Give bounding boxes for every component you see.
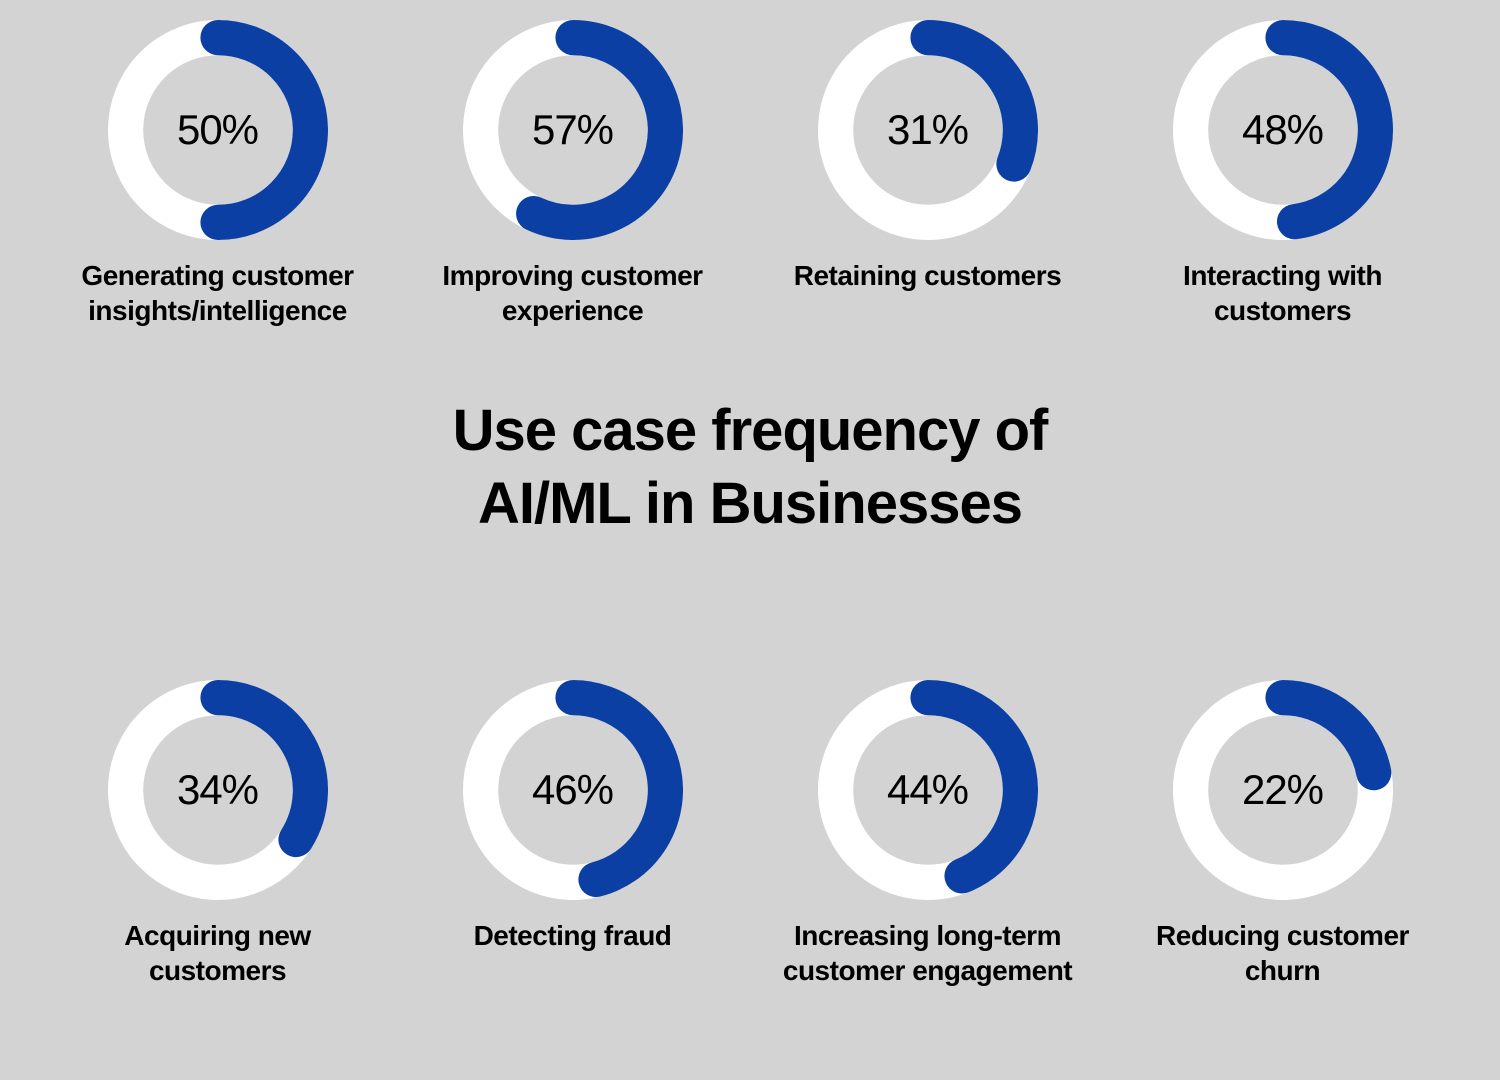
infographic-title: Use case frequency of AI/ML in Businesse…: [0, 395, 1500, 540]
donut-chart: 31%: [818, 20, 1038, 240]
donut-value: 22%: [1173, 680, 1393, 900]
donut-item: 48% Interacting with customers: [1113, 20, 1453, 328]
donut-chart: 22%: [1173, 680, 1393, 900]
donut-value: 31%: [818, 20, 1038, 240]
donut-label: Improving customer experience: [413, 258, 733, 328]
donut-chart: 50%: [108, 20, 328, 240]
donut-label: Retaining customers: [794, 258, 1061, 293]
donut-label: Increasing long-term customer engagement: [768, 918, 1088, 988]
donut-item: 50% Generating customer insights/intelli…: [48, 20, 388, 328]
donut-label: Acquiring new customers: [58, 918, 378, 988]
donut-label: Reducing customer churn: [1123, 918, 1443, 988]
donut-value: 44%: [818, 680, 1038, 900]
donut-label: Interacting with customers: [1123, 258, 1443, 328]
donut-item: 46% Detecting fraud: [403, 680, 743, 988]
donut-row-top: 50% Generating customer insights/intelli…: [0, 20, 1500, 328]
donut-chart: 48%: [1173, 20, 1393, 240]
donut-chart: 44%: [818, 680, 1038, 900]
donut-item: 44% Increasing long-term customer engage…: [758, 680, 1098, 988]
donut-value: 48%: [1173, 20, 1393, 240]
donut-label: Generating customer insights/intelligenc…: [58, 258, 378, 328]
donut-value: 57%: [463, 20, 683, 240]
donut-item: 57% Improving customer experience: [403, 20, 743, 328]
donut-row-bottom: 34% Acquiring new customers 46% Detectin…: [0, 680, 1500, 988]
donut-chart: 34%: [108, 680, 328, 900]
donut-value: 50%: [108, 20, 328, 240]
donut-chart: 46%: [463, 680, 683, 900]
donut-item: 22% Reducing customer churn: [1113, 680, 1453, 988]
title-line-1: Use case frequency of: [0, 395, 1500, 468]
title-line-2: AI/ML in Businesses: [0, 468, 1500, 541]
donut-item: 31% Retaining customers: [758, 20, 1098, 328]
donut-value: 34%: [108, 680, 328, 900]
donut-label: Detecting fraud: [474, 918, 672, 953]
donut-value: 46%: [463, 680, 683, 900]
donut-chart: 57%: [463, 20, 683, 240]
donut-item: 34% Acquiring new customers: [48, 680, 388, 988]
